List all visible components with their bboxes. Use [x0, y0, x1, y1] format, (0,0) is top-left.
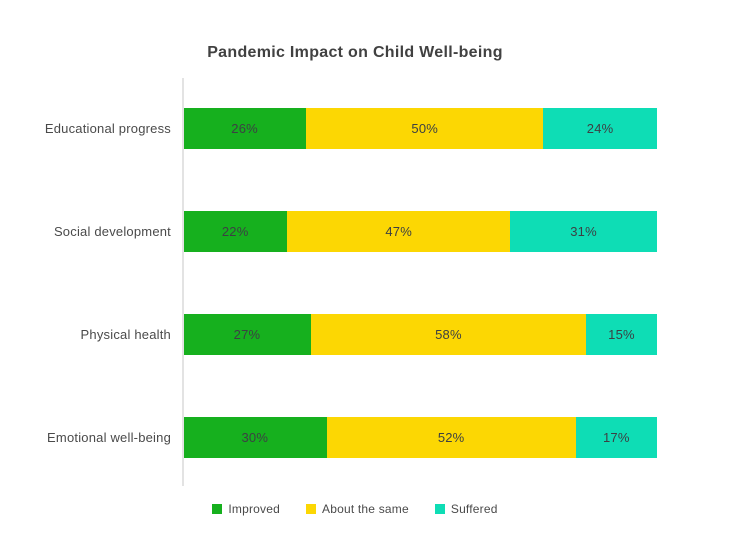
legend-swatch-icon — [212, 504, 223, 514]
bar-segment-about-the-same[interactable]: 47% — [287, 211, 511, 252]
bar-segment-suffered[interactable]: 31% — [510, 211, 657, 252]
bar-value-label: 24% — [586, 121, 614, 136]
stacked-bar: 26% 50% 24% — [183, 108, 657, 149]
chart-title: Pandemic Impact on Child Well-being — [207, 44, 503, 61]
legend-label: About the same — [322, 502, 409, 516]
bar-value-label: 27% — [233, 327, 261, 342]
bar-segment-about-the-same[interactable]: 52% — [326, 417, 576, 458]
legend-swatch-icon — [306, 504, 316, 514]
stacked-bar: 30% 52% 17% — [183, 417, 657, 458]
bar-segment-improved[interactable]: 26% — [183, 108, 307, 149]
plot-area: Educational progress 26% 50% 24% Social deve… — [0, 78, 710, 486]
bar-value-label: 52% — [437, 430, 465, 445]
bar-row-educational-progress: Educational progress 26% 50% 24% — [0, 108, 710, 149]
bar-rows: Educational progress 26% 50% 24% Social deve… — [0, 108, 710, 458]
bar-segment-suffered[interactable]: 24% — [543, 108, 657, 149]
legend-item-about-the-same[interactable]: About the same — [306, 502, 409, 516]
bar-value-label: 50% — [411, 121, 439, 136]
bar-segment-about-the-same[interactable]: 58% — [310, 314, 586, 355]
category-label: Emotional well-being — [47, 430, 171, 445]
bar-value-label: 47% — [385, 224, 412, 239]
stacked-bar: 22% 47% 31% — [183, 211, 657, 252]
bar-row-emotional-well-being: Emotional well-being 30% 52% 17% — [0, 417, 710, 458]
legend-item-suffered[interactable]: Suffered — [434, 502, 498, 516]
category-label: Physical health — [80, 327, 171, 342]
bar-value-label: 15% — [608, 327, 635, 342]
bar-segment-improved[interactable]: 22% — [183, 211, 288, 252]
bar-segment-suffered[interactable]: 15% — [585, 314, 657, 355]
bar-segment-about-the-same[interactable]: 50% — [306, 108, 544, 149]
bar-value-label: 30% — [241, 430, 269, 445]
legend-label: Suffered — [450, 502, 498, 516]
bar-row-social-development: Social development 22% 47% 31% — [0, 211, 710, 252]
bar-value-label: 22% — [221, 224, 249, 239]
category-label: Educational progress — [44, 121, 171, 136]
bar-row-physical-health: Physical health 27% 58% 15% — [0, 314, 710, 355]
bar-segment-improved[interactable]: 27% — [183, 314, 311, 355]
bar-segment-improved[interactable]: 30% — [183, 417, 327, 458]
chart-content: Pandemic Impact on Child Well-being Educ… — [0, 44, 710, 516]
bar-value-label: 31% — [570, 224, 597, 239]
legend-label: Improved — [228, 502, 280, 516]
y-axis-line — [182, 78, 184, 486]
stacked-bar: 27% 58% 15% — [183, 314, 657, 355]
bar-value-label: 17% — [602, 430, 630, 445]
category-label: Social development — [53, 224, 171, 239]
legend: Improved About the same Suffered — [0, 502, 710, 516]
bar-value-label: 58% — [435, 327, 462, 342]
bar-segment-suffered[interactable]: 17% — [575, 417, 657, 458]
legend-swatch-icon — [434, 504, 445, 514]
legend-item-improved[interactable]: Improved — [212, 502, 280, 516]
bar-value-label: 26% — [231, 121, 258, 136]
